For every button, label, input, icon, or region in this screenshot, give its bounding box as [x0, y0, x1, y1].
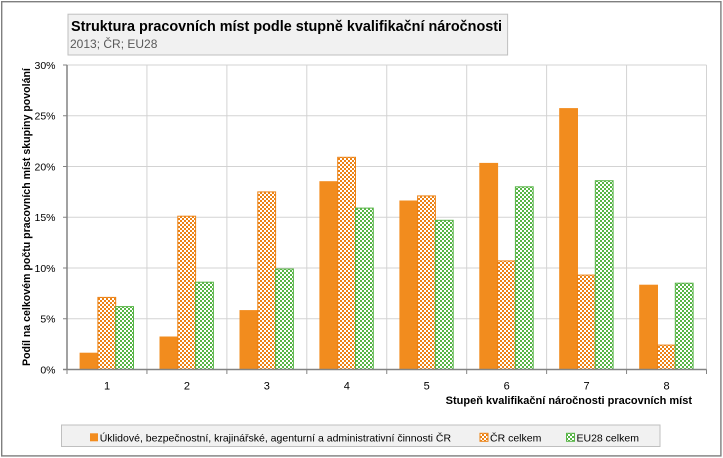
- svg-text:Struktura pracovních míst podl: Struktura pracovních míst podle stupně k…: [71, 19, 502, 35]
- svg-text:20%: 20%: [34, 161, 55, 173]
- svg-text:4: 4: [344, 381, 350, 393]
- svg-text:0%: 0%: [40, 364, 55, 376]
- svg-text:10%: 10%: [34, 263, 55, 275]
- svg-text:30%: 30%: [34, 60, 55, 72]
- svg-text:25%: 25%: [34, 111, 55, 123]
- svg-text:Podíl na celkovém počtu pracov: Podíl na celkovém počtu pracovních míst …: [21, 67, 33, 366]
- svg-text:Stupeň kvalifikační náročnosti: Stupeň kvalifikační náročnosti pracovníc…: [446, 395, 693, 407]
- svg-text:15%: 15%: [34, 212, 55, 224]
- svg-text:5%: 5%: [40, 314, 55, 326]
- svg-text:6: 6: [504, 381, 510, 393]
- svg-text:2: 2: [184, 381, 190, 393]
- svg-text:8: 8: [663, 381, 669, 393]
- svg-text:7: 7: [584, 381, 590, 393]
- svg-text:3: 3: [264, 381, 270, 393]
- svg-text:2013; ČR; EU28: 2013; ČR; EU28: [70, 36, 158, 51]
- svg-text:ČR celkem: ČR celkem: [490, 431, 542, 444]
- svg-text:Úklidové, bezpečnostní, krajin: Úklidové, bezpečnostní, krajinářské, age…: [100, 431, 452, 444]
- svg-text:1: 1: [104, 381, 110, 393]
- svg-text:5: 5: [424, 381, 430, 393]
- svg-text:EU28 celkem: EU28 celkem: [577, 432, 640, 444]
